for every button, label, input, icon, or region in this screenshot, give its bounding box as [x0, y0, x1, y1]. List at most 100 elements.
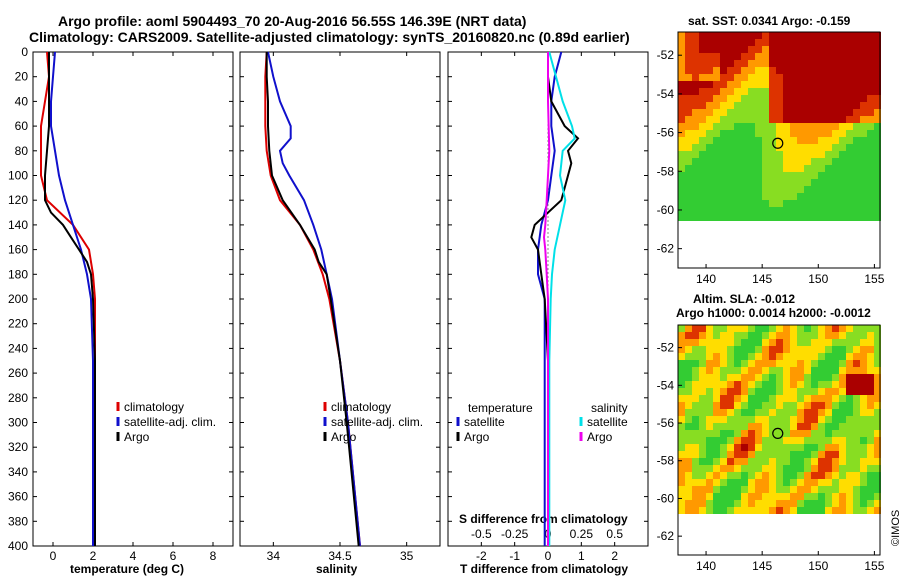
map-cell — [804, 130, 811, 137]
map-cell — [755, 423, 762, 430]
map-cell — [699, 158, 706, 165]
map-cell — [685, 374, 692, 381]
map-cell — [769, 172, 776, 179]
map-cell — [860, 493, 867, 500]
map-cell — [811, 158, 818, 165]
map-cell — [818, 109, 825, 116]
map-cell — [706, 409, 713, 416]
map-cell — [741, 116, 748, 123]
map-cell — [685, 151, 692, 158]
map-cell — [685, 130, 692, 137]
map-cell — [699, 74, 706, 81]
map-cell — [762, 444, 769, 451]
map-cell — [734, 360, 741, 367]
map-cell — [860, 381, 867, 388]
map-cell — [846, 507, 853, 514]
map-cell — [769, 165, 776, 172]
map-cell — [839, 360, 846, 367]
map-cell — [699, 339, 706, 346]
sla-map — [678, 325, 881, 514]
map-cell — [874, 437, 881, 444]
map-cell — [853, 214, 860, 221]
map-cell — [699, 472, 706, 479]
map-cell — [769, 130, 776, 137]
map-cell — [699, 500, 706, 507]
map-cell — [692, 437, 699, 444]
map-cell — [860, 507, 867, 514]
map-cell — [867, 409, 874, 416]
map-cell — [692, 374, 699, 381]
legend-label: satellite — [587, 415, 628, 429]
map-cell — [685, 46, 692, 53]
map-cell — [720, 46, 727, 53]
map-cell — [748, 32, 755, 39]
map-cell — [839, 416, 846, 423]
map-cell — [734, 67, 741, 74]
map-cell — [741, 507, 748, 514]
argo-location-marker — [772, 427, 784, 440]
map-cell — [874, 451, 881, 458]
map-cell — [818, 325, 825, 332]
map-cell — [699, 395, 706, 402]
map-cell — [776, 39, 783, 46]
map-cell — [762, 500, 769, 507]
map-cell — [748, 416, 755, 423]
map-cell — [853, 95, 860, 102]
map-cell — [692, 95, 699, 102]
map-cell — [860, 130, 867, 137]
map-cell — [790, 179, 797, 186]
map-cell — [720, 458, 727, 465]
map-cell — [755, 67, 762, 74]
map-cell — [811, 493, 818, 500]
map-cell — [755, 500, 762, 507]
map-cell — [685, 39, 692, 46]
map-cell — [804, 472, 811, 479]
map-cell — [839, 409, 846, 416]
map-cell — [692, 207, 699, 214]
map-cell — [748, 367, 755, 374]
map-cell — [867, 472, 874, 479]
map-cell — [685, 81, 692, 88]
map-cell — [727, 367, 734, 374]
map-cell — [762, 130, 769, 137]
map-cell — [755, 395, 762, 402]
map-cell — [678, 32, 685, 39]
map-cell — [734, 465, 741, 472]
map-cell — [846, 458, 853, 465]
map-cell — [867, 137, 874, 144]
map-cell — [811, 130, 818, 137]
map-cell — [748, 493, 755, 500]
map-cell — [769, 486, 776, 493]
map-cell — [825, 137, 832, 144]
map-cell — [818, 381, 825, 388]
map-cell — [734, 130, 741, 137]
map-cell — [839, 74, 846, 81]
map-cell — [713, 172, 720, 179]
map-cell — [678, 123, 685, 130]
map-cell — [839, 423, 846, 430]
map-cell — [832, 193, 839, 200]
map-cell — [811, 46, 818, 53]
map-cell — [783, 360, 790, 367]
map-cell — [853, 346, 860, 353]
map-cell — [748, 381, 755, 388]
map-cell — [790, 346, 797, 353]
plot-frame-salinity — [239, 51, 441, 547]
map-cell — [685, 123, 692, 130]
map-cell — [776, 458, 783, 465]
map-cell — [699, 179, 706, 186]
map-cell — [804, 458, 811, 465]
map-cell — [853, 360, 860, 367]
map-cell — [734, 172, 741, 179]
map-cell — [685, 423, 692, 430]
map-cell — [783, 214, 790, 221]
map-cell — [776, 200, 783, 207]
map-cell — [825, 207, 832, 214]
map-cell — [769, 81, 776, 88]
map-cell — [797, 67, 804, 74]
map-cell — [853, 67, 860, 74]
map-cell — [797, 388, 804, 395]
map-cell — [867, 102, 874, 109]
map-cell — [776, 367, 783, 374]
map-cell — [685, 116, 692, 123]
